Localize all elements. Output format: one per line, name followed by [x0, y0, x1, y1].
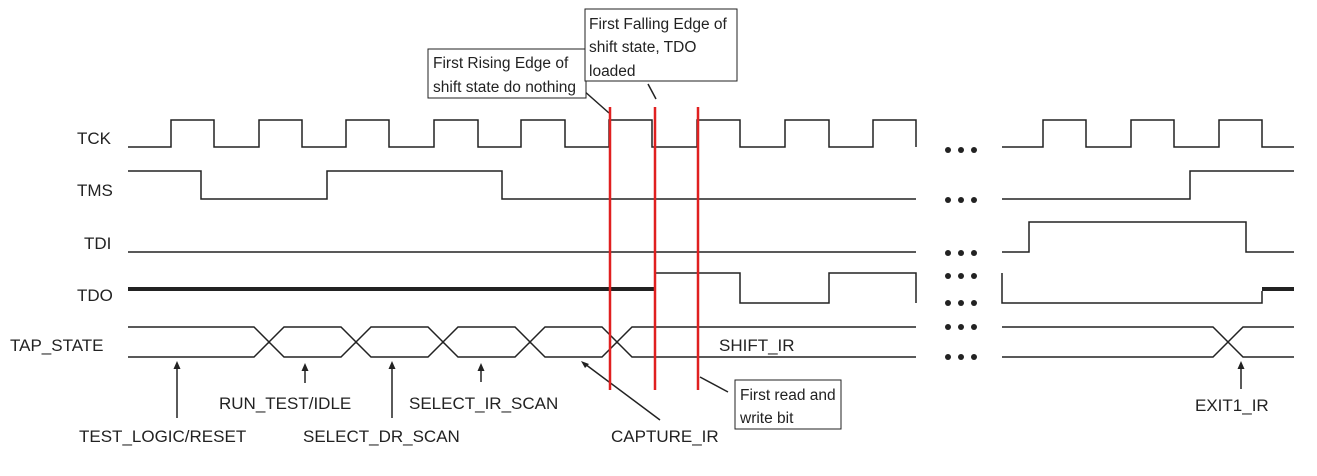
tdi-label: TDI	[84, 234, 111, 253]
tms-label: TMS	[77, 181, 113, 200]
falling-edge-callout-line-3: loaded	[589, 63, 636, 80]
state-capture-ir: CAPTURE_IR	[611, 427, 719, 446]
state-select-dr-scan: SELECT_DR_SCAN	[303, 427, 460, 446]
read-write-callout-leader	[699, 376, 729, 393]
arrowhead	[388, 361, 396, 369]
capture-ir-pointer	[584, 363, 661, 421]
tms-waveform	[128, 170, 916, 200]
tck-label: TCK	[77, 129, 112, 148]
tck-waveform-tail	[1002, 119, 1294, 148]
arrowhead	[477, 363, 485, 371]
falling-edge-callout-leader	[647, 83, 657, 100]
read-write-callout-line-1: First read and	[740, 387, 836, 404]
tms-waveform-tail	[1002, 170, 1294, 200]
tap-state-label: TAP_STATE	[10, 336, 104, 355]
state-shift-ir: SHIFT_IR	[719, 336, 795, 355]
tdo-label: TDO	[77, 286, 113, 305]
arrowhead	[581, 361, 589, 368]
arrowhead	[301, 363, 309, 371]
tdi-waveform-tail	[1002, 221, 1294, 253]
tdo-waveform-tail	[1001, 273, 1263, 304]
arrowhead	[1237, 361, 1245, 369]
tap-state-bus	[128, 326, 916, 358]
state-test-logic-reset: TEST_LOGIC/RESET	[79, 427, 246, 446]
arrowhead	[173, 361, 181, 369]
falling-edge-callout-line-2: shift state, TDO	[589, 39, 696, 56]
falling-edge-callout: First Falling Edge of shift state, TDO l…	[584, 8, 738, 82]
tdo-waveform	[654, 272, 917, 304]
continuation-dots	[945, 147, 977, 360]
read-write-callout-line-2: write bit	[739, 410, 794, 427]
tck-waveform	[128, 119, 917, 148]
rising-edge-callout-leader	[582, 89, 610, 114]
state-exit1-ir: EXIT1_IR	[1195, 396, 1269, 415]
rising-edge-callout-line-2: shift state do nothing	[433, 79, 576, 96]
tap-state-bus-tail	[1002, 326, 1294, 358]
read-write-callout: First read and write bit	[734, 379, 842, 430]
state-run-test-idle: RUN_TEST/IDLE	[219, 394, 351, 413]
falling-edge-callout-line-1: First Falling Edge of	[589, 16, 728, 33]
rising-edge-callout-line-1: First Rising Edge of	[433, 55, 569, 72]
state-select-ir-scan: SELECT_IR_SCAN	[409, 394, 558, 413]
rising-edge-callout: First Rising Edge of shift state do noth…	[427, 48, 587, 99]
